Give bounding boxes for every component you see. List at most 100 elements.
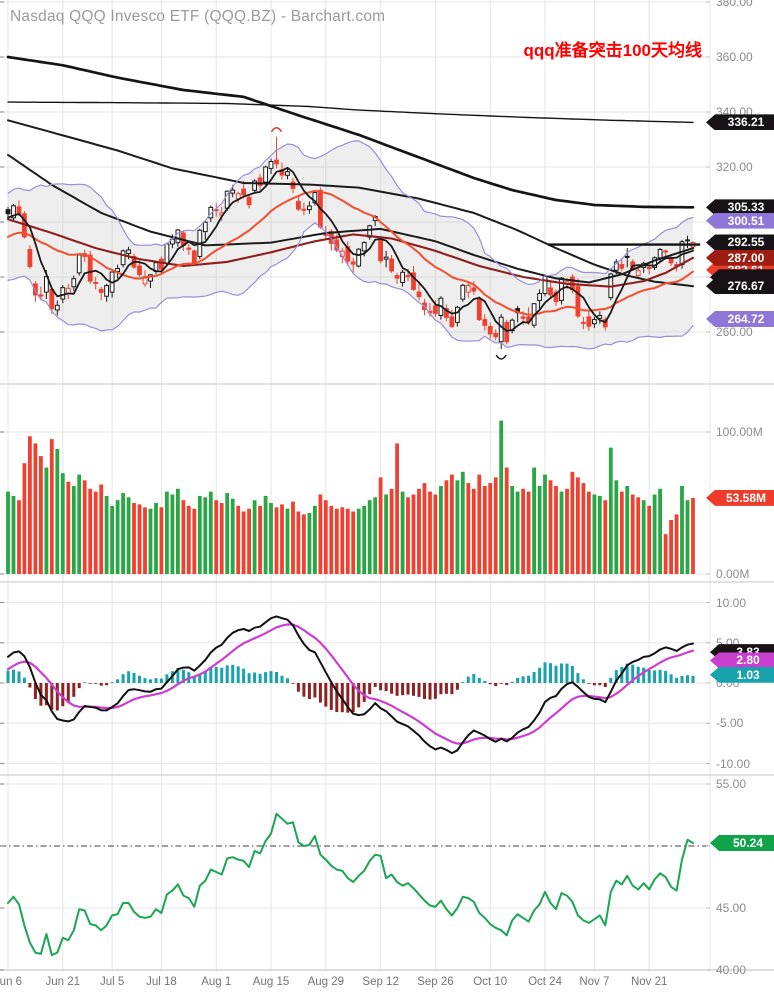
candle-body: [5, 209, 11, 215]
candle-body: [71, 278, 77, 288]
volume-bar: [55, 449, 60, 574]
macd-histogram-bar: [138, 675, 141, 683]
volume-bar: [203, 497, 208, 574]
volume-bar: [351, 511, 356, 574]
volume-bar: [132, 503, 136, 574]
macd-histogram-bar: [159, 678, 163, 683]
candle-body: [646, 266, 652, 269]
macd-histogram-bar: [357, 683, 361, 708]
candle-body: [652, 257, 658, 268]
date-label: Nov 21: [630, 976, 668, 988]
macd-histogram-bar: [477, 677, 481, 683]
volume-bar: [477, 474, 482, 574]
volume-bar: [143, 507, 147, 574]
macd-histogram-bar: [83, 682, 87, 684]
candle-body: [394, 275, 400, 279]
candle-body: [581, 321, 586, 324]
macd-histogram-bar: [55, 683, 59, 711]
candle-body: [307, 205, 312, 211]
candle-body: [586, 316, 592, 327]
volume-bar: [230, 498, 235, 574]
candle-body: [159, 258, 164, 270]
candle-body: [405, 275, 411, 278]
macd-axis-label: 10.00: [716, 595, 747, 610]
macd-histogram-bar: [143, 678, 147, 683]
volume-bar: [263, 495, 268, 574]
volume-bar: [285, 508, 290, 574]
candle-body: [416, 291, 422, 298]
volume-bar: [340, 507, 345, 574]
volume-bar: [537, 486, 542, 574]
macd-histogram-bar: [94, 683, 98, 684]
volume-bar: [208, 491, 213, 574]
ma-long-b: [7, 153, 694, 284]
candle-body: [537, 293, 543, 301]
macd-histogram-bar: [581, 679, 585, 683]
macd-histogram-bar: [165, 674, 169, 683]
arc-under-marker: [495, 354, 507, 360]
volume-bar: [570, 471, 575, 574]
date-label: Nov 7: [579, 976, 610, 988]
volume-bar: [625, 486, 630, 574]
candle-body: [274, 159, 279, 165]
volume-bar: [110, 505, 114, 574]
volume-bar: [532, 467, 536, 574]
macd-histogram-bar: [269, 671, 273, 683]
volume-bar: [433, 494, 438, 574]
volume-bar: [197, 495, 202, 574]
candle-body: [597, 315, 603, 319]
macd-histogram-bar: [280, 675, 284, 683]
macd-histogram-bar: [110, 682, 114, 683]
rsi-axis-label: 40.00: [716, 963, 747, 977]
macd-histogram-bar: [658, 669, 662, 683]
macd-histogram-bar: [642, 667, 646, 683]
candle-body: [476, 298, 482, 321]
macd-histogram-bar: [362, 683, 366, 702]
volume-bar: [603, 500, 608, 574]
volume-bar: [93, 491, 98, 574]
macd-histogram-bar: [423, 683, 426, 699]
macd-histogram-bar: [203, 671, 207, 683]
candle-body: [257, 177, 263, 186]
rsi-tag: 50.24: [710, 835, 774, 852]
macd-histogram-bar: [412, 683, 415, 696]
volume-bar: [137, 504, 142, 574]
volume-bar: [576, 477, 580, 574]
volume-bar: [104, 495, 109, 574]
candle-body: [383, 256, 389, 260]
candle-body: [296, 200, 301, 210]
volume-bar: [691, 497, 695, 574]
volume-bar: [334, 508, 339, 574]
date-label: Aug 15: [252, 976, 290, 988]
ma100-thick-black: [6, 55, 695, 209]
candle-body: [520, 316, 526, 319]
candle-body: [11, 205, 16, 219]
macd-histogram-bar: [313, 683, 317, 698]
candle-body: [471, 287, 477, 292]
candle-body: [268, 161, 274, 169]
rsi-axis-label: 55.00: [716, 777, 747, 791]
volume-bar: [658, 488, 662, 574]
macd-histogram-bar: [28, 683, 32, 688]
macd-histogram-bar: [669, 674, 673, 683]
volume-axis-label: 100.00M: [716, 425, 763, 439]
macd-histogram-bar: [647, 670, 651, 683]
volume-bar: [170, 494, 175, 574]
volume-bar: [82, 480, 87, 574]
macd-histogram-bar: [154, 678, 158, 683]
candle-body: [312, 192, 318, 204]
volume-bar: [356, 508, 361, 574]
macd-histogram-bar: [516, 677, 520, 683]
macd-histogram-bar: [351, 683, 355, 713]
macd-histogram-bar: [296, 683, 300, 692]
volume-bar: [608, 447, 613, 574]
volume-bar: [515, 491, 520, 574]
macd-histogram-bar: [450, 683, 454, 695]
volume-bar: [384, 494, 388, 574]
price-axis-label: 380.00: [716, 0, 753, 9]
volume-bar: [411, 494, 416, 574]
volume-bar: [307, 512, 312, 574]
volume-bar: [148, 508, 153, 574]
volume-bar: [323, 500, 328, 574]
